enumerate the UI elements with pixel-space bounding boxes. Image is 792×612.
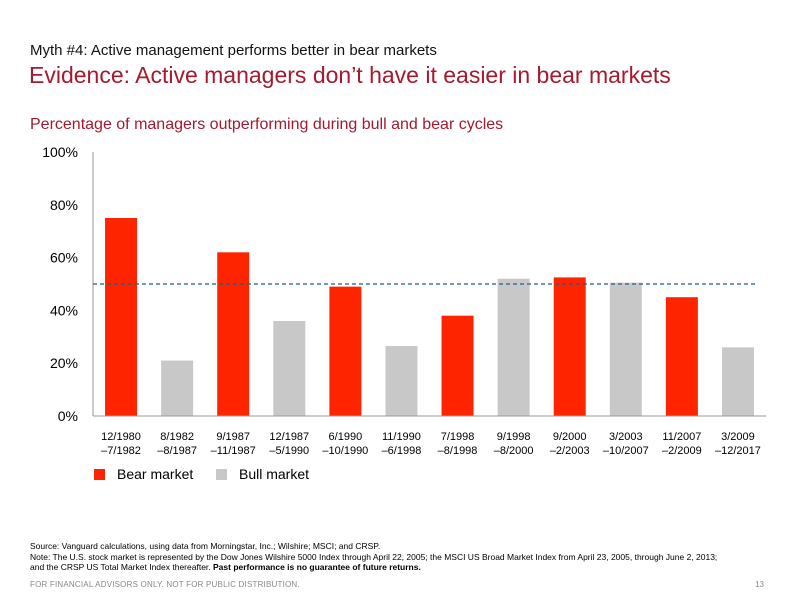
x-tick-label: 3/2003 <box>609 431 643 443</box>
bar-bull <box>721 347 754 416</box>
x-tick-label: –10/1990 <box>322 445 368 457</box>
y-tick-label: 20% <box>50 355 78 371</box>
y-tick-label: 40% <box>50 302 78 318</box>
bar-bear <box>329 286 362 416</box>
x-tick-label: –11/1987 <box>211 445 256 457</box>
footnote-note-tail: and the CRSP US Total Market Index there… <box>30 562 214 572</box>
bar-bear <box>441 315 474 416</box>
legend-item-bull: Bull market <box>216 466 309 482</box>
legend-label-bear: Bear market <box>117 466 194 482</box>
bar-bull <box>161 360 194 416</box>
footnote-source: Source: Vanguard calculations, using dat… <box>30 541 381 551</box>
slide-kicker: Myth #4: Active management performs bett… <box>30 42 437 59</box>
bar-bear <box>105 218 138 416</box>
bar-bear <box>553 277 586 416</box>
bar-bull <box>609 282 642 416</box>
x-tick-label: –8/1998 <box>438 445 478 457</box>
x-tick-label: –7/1982 <box>101 445 141 457</box>
x-tick-label: 11/2007 <box>662 431 701 443</box>
x-tick-label: 9/1987 <box>216 431 250 443</box>
footnotes: Source: Vanguard calculations, using dat… <box>30 541 780 573</box>
x-tick-label: –6/1998 <box>382 445 422 457</box>
x-tick-label: 12/1987 <box>269 431 309 443</box>
bar-bear <box>217 252 250 416</box>
x-tick-label: 12/1980 <box>101 431 141 443</box>
footnote-note-cont: and the CRSP US Total Market Index there… <box>30 562 780 573</box>
x-tick-label: 3/2009 <box>721 431 755 443</box>
x-tick-label: 6/1990 <box>329 431 363 443</box>
x-tick-label: 7/1998 <box>441 431 475 443</box>
x-tick-label: –10/2007 <box>603 445 649 457</box>
legend-item-bear: Bear market <box>94 466 193 482</box>
x-tick-label: –5/1990 <box>269 445 309 457</box>
y-tick-label: 80% <box>50 197 78 213</box>
slide-title: Evidence: Active managers don’t have it … <box>29 62 671 88</box>
y-tick-label: 100% <box>42 144 78 160</box>
y-tick-label: 60% <box>50 250 78 266</box>
bar-bull <box>273 320 306 416</box>
footnote-disclaimer: Past performance is no guarantee of futu… <box>213 562 421 572</box>
x-tick-label: –2/2003 <box>550 445 590 457</box>
bar-bull <box>497 278 530 416</box>
footer-disclaimer: FOR FINANCIAL ADVISORS ONLY. NOT FOR PUB… <box>30 580 300 589</box>
x-tick-label: 9/1998 <box>497 431 531 443</box>
y-tick-label: 0% <box>58 408 78 424</box>
x-tick-label: 9/2000 <box>553 431 587 443</box>
bar-bull <box>385 346 418 416</box>
legend-swatch-bull <box>216 468 227 480</box>
x-tick-label: 11/1990 <box>382 431 421 443</box>
bar-bear <box>665 297 698 416</box>
x-tick-label: –2/2009 <box>662 445 702 457</box>
x-tick-label: –8/1987 <box>157 445 197 457</box>
legend-label-bull: Bull market <box>239 466 310 482</box>
x-tick-label: 8/1982 <box>160 431 194 443</box>
footnote-note: Note: The U.S. stock market is represent… <box>30 551 718 562</box>
x-tick-label: –12/2017 <box>715 445 761 457</box>
page-number: 13 <box>755 580 764 589</box>
chart-title: Percentage of managers outperforming dur… <box>30 116 504 133</box>
legend-swatch-bear <box>94 468 105 480</box>
bar-chart: 0% 20% 40% 60% 80% 100% 12/1980 –7/1982 8/1982 –8… <box>42 144 766 457</box>
x-tick-label: –8/2000 <box>494 445 534 457</box>
